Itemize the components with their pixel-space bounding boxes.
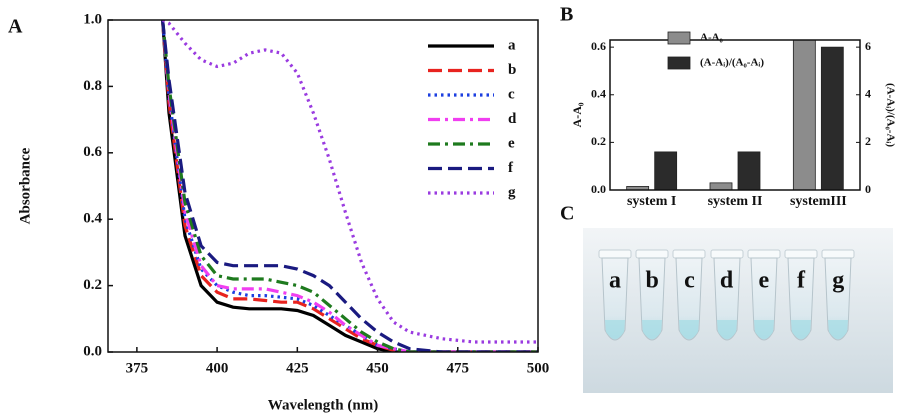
y-tick-label: 0.6 [83, 144, 102, 160]
data-line [161, 20, 538, 352]
legend-label: A-A₀ [700, 32, 724, 44]
y-tick-label: 0.4 [83, 211, 102, 227]
data-line [161, 20, 538, 344]
tube-label: a [609, 268, 621, 294]
legend-swatch [667, 31, 691, 45]
x-axis-label: Wavelength (nm) [268, 397, 378, 413]
y2-tick-label: 0 [865, 182, 871, 196]
legend-label: g [508, 184, 516, 200]
tube-label: f [797, 268, 806, 294]
y-tick-label: 0.4 [591, 87, 606, 101]
x-tick-label: 500 [527, 360, 550, 376]
bar [654, 151, 678, 191]
panel-label: C [560, 203, 574, 225]
bar [820, 46, 844, 191]
data-line [161, 20, 538, 352]
legend-label: d [508, 111, 517, 127]
data-line [161, 20, 538, 352]
y2-axis-label: (A-Aᵢ)/(A₀-Aᵢ) [884, 83, 896, 147]
legend-label: f [508, 160, 514, 176]
y-axis-label: Absorbance [17, 147, 33, 224]
bar [737, 151, 761, 191]
bar [792, 39, 816, 191]
y-tick-label: 1.0 [83, 11, 102, 27]
bar [709, 182, 733, 191]
y-tick-label: 0.2 [591, 134, 606, 148]
y-tick-label: 0.0 [83, 343, 102, 359]
tube-label: e [758, 268, 769, 294]
legend-swatch [667, 56, 691, 70]
panel-label: A [8, 16, 23, 38]
x-tick-label: systemIII [790, 194, 847, 209]
x-tick-label: 450 [366, 360, 389, 376]
tube-label: d [720, 268, 734, 294]
y-tick-label: 0.8 [83, 78, 102, 94]
legend-label: a [508, 37, 516, 53]
x-tick-label: system II [708, 194, 763, 209]
legend-label: e [508, 135, 515, 151]
x-tick-label: 375 [126, 360, 149, 376]
data-line [161, 20, 538, 352]
plot-frame [609, 39, 861, 191]
y2-tick-label: 2 [865, 134, 871, 148]
y-axis-label: A-A₀ [570, 102, 584, 127]
y-tick-label: 0.6 [591, 39, 606, 53]
y-tick-label: 0.0 [591, 182, 606, 196]
y2-tick-label: 4 [865, 87, 871, 101]
tube-label: b [646, 268, 659, 294]
panel-label: B [560, 4, 573, 26]
plot-frame [107, 19, 539, 353]
x-tick-label: 400 [206, 360, 229, 376]
tube-label: c [684, 268, 695, 294]
tube-label: g [832, 268, 844, 294]
photo-panel [583, 228, 893, 393]
legend-label: b [508, 62, 516, 78]
x-tick-label: system I [627, 194, 676, 209]
legend-label: (A-Aᵢ)/(A₀-Aᵢ) [700, 57, 764, 69]
legend-label: c [508, 86, 515, 102]
x-tick-label: 475 [447, 360, 470, 376]
y-tick-label: 0.2 [83, 277, 102, 293]
y2-tick-label: 6 [865, 39, 871, 53]
x-tick-label: 425 [286, 360, 309, 376]
